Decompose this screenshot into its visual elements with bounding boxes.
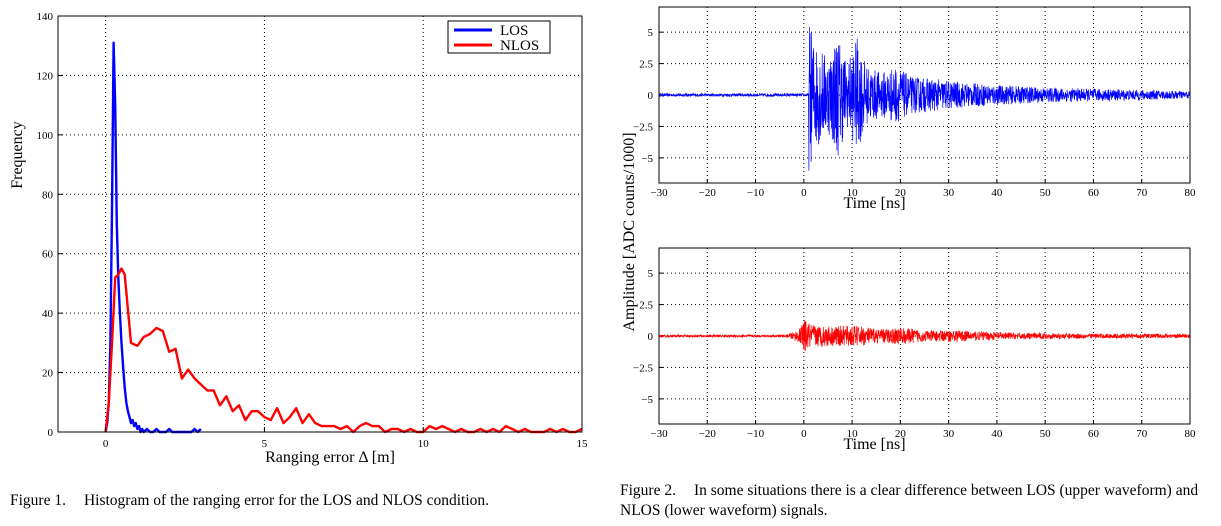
nlos-waveform-panel: −30 −20 −10 0 10 20 30 40 50 60 70 80 5 2.5 0 −2.5 −5 Tim… xyxy=(633,247,1197,453)
fig1-y-tick-label: 140 xyxy=(37,11,54,23)
fig2-x-tick-label: 0 xyxy=(801,187,807,199)
fig1-y-tick-label: 20 xyxy=(42,368,54,380)
figure-2-caption: Figure 2. In some situations there is a c… xyxy=(620,481,1215,521)
ranging-error-histogram-chart: 0 5 10 15 0 20 40 60 80 100 120 140 Frequency Rangi… xyxy=(9,11,589,466)
los-waveform-panel: −30 −20 −10 0 10 20 30 40 50 60 70 80 5 2.5 0 −2.5 −5 Tim… xyxy=(633,6,1197,212)
fig1-x-tick-label: 5 xyxy=(262,438,268,450)
fig1-y-axis-label: Frequency xyxy=(9,121,26,189)
fig2-x-tick-label: −30 xyxy=(650,428,668,440)
fig2-y-axis-label: Amplitude [ADC counts/1000] xyxy=(621,132,638,331)
fig2-plot-frame xyxy=(658,6,1191,184)
fig2-x-axis-label: Time [ns] xyxy=(843,436,905,453)
fig2-x-tick-label: −30 xyxy=(650,187,668,199)
fig1-series-nlos xyxy=(104,267,583,434)
fig1-y-tick-label: 120 xyxy=(37,70,54,82)
fig2-y-tick-label: 0 xyxy=(648,90,654,102)
fig2-x-tick-label: 80 xyxy=(1185,428,1197,440)
fig1-x-tick-label: 15 xyxy=(577,438,589,450)
figure-2-caption-text: In some situations there is a clear diff… xyxy=(620,482,1199,519)
fig2-x-tick-label: −10 xyxy=(747,187,765,199)
fig1-x-axis-label: Ranging error Δ [m] xyxy=(265,449,395,466)
fig1-y-tick-label: 0 xyxy=(48,427,54,439)
fig1-x-tick-label: 0 xyxy=(103,438,109,450)
fig1-grid xyxy=(58,16,582,432)
fig2-x-tick-label: 60 xyxy=(1088,428,1100,440)
fig1-y-tick-label: 80 xyxy=(42,189,54,201)
fig1-legend-box xyxy=(447,20,551,54)
fig2-x-tick-label: 70 xyxy=(1136,428,1148,440)
fig1-legend-label: LOS xyxy=(500,23,528,39)
fig2-x-tick-label: −20 xyxy=(699,428,717,440)
fig2-y-tick-label: 2.5 xyxy=(639,59,653,71)
fig2-x-tick-label: 10 xyxy=(847,187,859,199)
fig2-x-tick-label: 50 xyxy=(1040,428,1052,440)
fig2-x-tick-label: 30 xyxy=(943,187,955,199)
fig2-plot-frame xyxy=(658,247,1191,425)
fig1-y-tick-label: 60 xyxy=(42,249,54,261)
figure-1-caption: Figure 1. Histogram of the ranging error … xyxy=(10,491,600,511)
fig2-y-tick-label: −5 xyxy=(641,153,653,165)
fig1-series xyxy=(104,41,583,434)
fig2-x-tick-label: 20 xyxy=(895,187,907,199)
fig2-x-tick-label: 20 xyxy=(895,428,907,440)
fig2-y-tick-label: −2.5 xyxy=(633,121,653,133)
fig1-y-tick-label: 40 xyxy=(42,308,54,320)
fig2-x-tick-label: 10 xyxy=(847,428,859,440)
fig1-ticks: 0 5 10 15 0 20 40 60 80 100 120 140 xyxy=(37,11,589,450)
fig2-x-tick-label: 30 xyxy=(943,428,955,440)
fig2-x-axis-label: Time [ns] xyxy=(843,195,905,212)
figure-1-label: Figure 1. xyxy=(10,492,66,509)
fig2-x-tick-label: −10 xyxy=(747,428,765,440)
fig1-legend-label: NLOS xyxy=(500,38,539,54)
fig2-y-tick-label: 5 xyxy=(648,268,654,280)
fig2-x-tick-label: 40 xyxy=(991,428,1003,440)
fig2-x-tick-label: 50 xyxy=(1040,187,1052,199)
fig1-plot-frame xyxy=(57,15,583,433)
fig1-y-tick-label: 100 xyxy=(37,130,54,142)
fig1-x-tick-label: 10 xyxy=(418,438,430,450)
fig2-y-tick-label: 0 xyxy=(648,331,654,343)
fig2-x-tick-label: 0 xyxy=(801,428,807,440)
waveform-comparison-chart: −30 −20 −10 0 10 20 30 40 50 60 70 8052.50−2.5−5Tim… xyxy=(621,6,1197,453)
figure-1-caption-text: Histogram of the ranging error for the L… xyxy=(83,492,490,509)
los-waveform-trace xyxy=(658,26,1191,171)
fig2-y-tick-label: −2.5 xyxy=(633,362,653,374)
fig2-x-tick-label: 60 xyxy=(1088,187,1100,199)
fig2-x-tick-label: 80 xyxy=(1185,187,1197,199)
fig2-y-tick-label: 2.5 xyxy=(639,300,653,312)
fig2-y-tick-label: −5 xyxy=(641,394,653,406)
figure-2-label: Figure 2. xyxy=(620,482,676,499)
nlos-waveform-trace xyxy=(658,320,1191,351)
fig2-x-tick-label: 40 xyxy=(991,187,1003,199)
fig2-y-tick-label: 5 xyxy=(648,27,654,39)
fig2-x-tick-label: 70 xyxy=(1136,187,1148,199)
fig2-x-tick-label: −20 xyxy=(699,187,717,199)
